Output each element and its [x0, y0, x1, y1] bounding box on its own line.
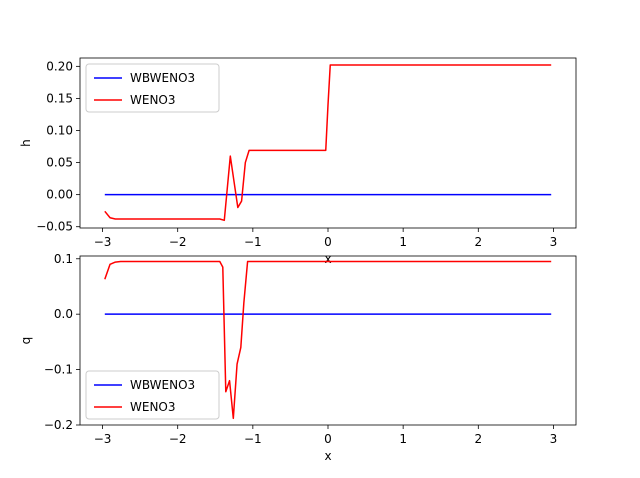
x-tick-label: 2	[474, 235, 482, 249]
legend-label-weno3: WENO3	[130, 93, 176, 107]
x-tick-label: −2	[169, 235, 187, 249]
x-tick-label: −3	[94, 432, 112, 446]
y-tick-label: 0.0	[54, 307, 73, 321]
x-tick-label: 0	[324, 235, 332, 249]
subplot-h: −3 −2 −1 0 1 2 3 −0.05 0.00 0.05 0.10 0.15 0.20 x h WBW…	[19, 57, 577, 266]
series-group	[104, 64, 552, 222]
series-line-weno3	[104, 260, 552, 420]
series-group	[104, 260, 552, 420]
y-tick-label: 0.00	[46, 188, 73, 202]
legend: WBWENO3 WENO3	[85, 63, 220, 113]
x-tick-label: −1	[244, 432, 262, 446]
x-tick-label: 0	[324, 432, 332, 446]
y-tick-label: −0.1	[44, 363, 73, 377]
y-tick-label: −0.05	[36, 220, 73, 234]
y-axis-label: h	[19, 139, 33, 147]
x-axis-label: x	[324, 449, 331, 463]
y-tick-label: 0.15	[46, 91, 73, 105]
legend-label-weno3: WENO3	[130, 400, 176, 414]
subplot-q: −3 −2 −1 0 1 2 3 −0.2 −0.1 0.0 0.1 x q WBWENO3 WENO3	[19, 252, 577, 463]
x-axis-label: x	[324, 252, 331, 266]
x-tick-label: 1	[399, 235, 407, 249]
y-tick-label: 0.1	[54, 252, 73, 266]
legend-label-wbweno3: WBWENO3	[130, 378, 195, 392]
y-tick-label: 0.05	[46, 156, 73, 170]
x-tick-label: −3	[94, 235, 112, 249]
series-line-weno3	[104, 64, 552, 222]
x-tick-label: −2	[169, 432, 187, 446]
legend: WBWENO3 WENO3	[85, 370, 220, 420]
x-tick-label: −1	[244, 235, 262, 249]
y-tick-label: 0.20	[46, 59, 73, 73]
x-tick-label: 2	[474, 432, 482, 446]
legend-label-wbweno3: WBWENO3	[130, 71, 195, 85]
x-tick-label: 1	[399, 432, 407, 446]
x-tick-label: 3	[550, 432, 558, 446]
y-tick-label: −0.2	[44, 418, 73, 432]
y-tick-label: 0.10	[46, 123, 73, 137]
y-axis-label: q	[19, 337, 33, 345]
x-tick-label: 3	[550, 235, 558, 249]
